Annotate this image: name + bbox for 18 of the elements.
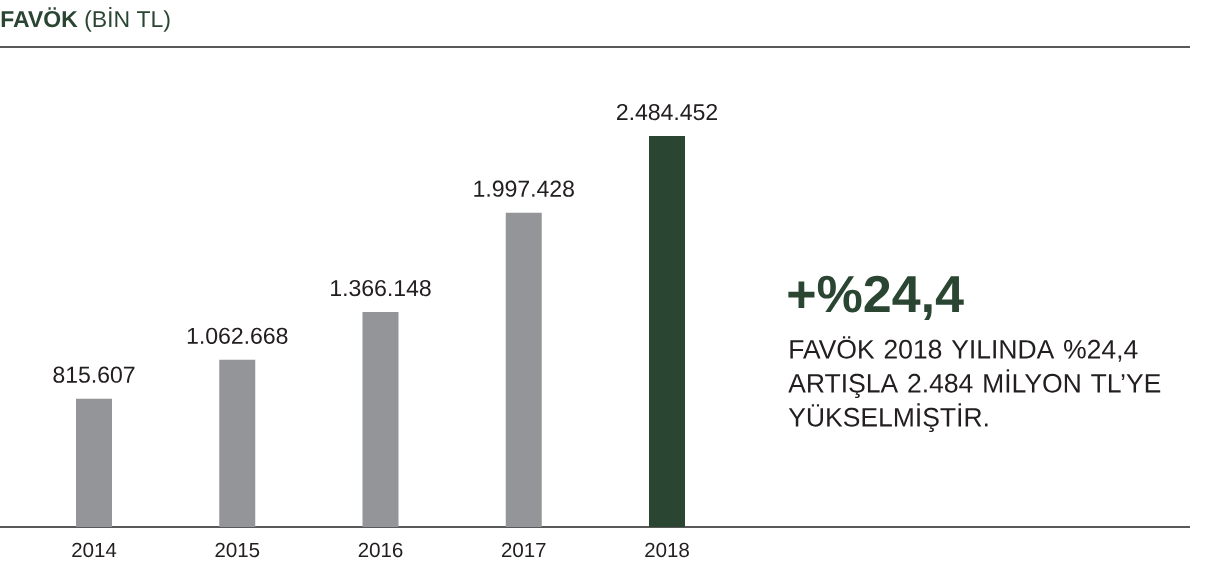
bar (649, 136, 686, 527)
x-tick-label: 2015 (215, 542, 260, 558)
x-tick-label: 2018 (645, 542, 689, 558)
x-tick-label: 2014 (72, 542, 117, 558)
data-label: 2.484.452 (617, 103, 717, 121)
x-tick-label: 2017 (501, 542, 546, 558)
bar (76, 398, 113, 527)
bar (362, 312, 399, 527)
data-label: 1.997.428 (474, 180, 574, 197)
chart-title: FAVÖK (BİN TL) (1, 7, 170, 32)
bar (219, 359, 256, 527)
x-tick-label: 2016 (358, 542, 403, 558)
data-label: 815.607 (53, 366, 135, 383)
text: +%24,4 (788, 275, 964, 321)
bar (505, 212, 542, 527)
text: FAVÖK 2018 YILINDA %24,4 ARTIŞLA 2.484 MİLYON TL’YE YÜKSELMİŞTİR. (788, 336, 1161, 432)
data-label: 1.062.668 (187, 327, 288, 344)
data-label: 1.366.148 (331, 279, 431, 297)
